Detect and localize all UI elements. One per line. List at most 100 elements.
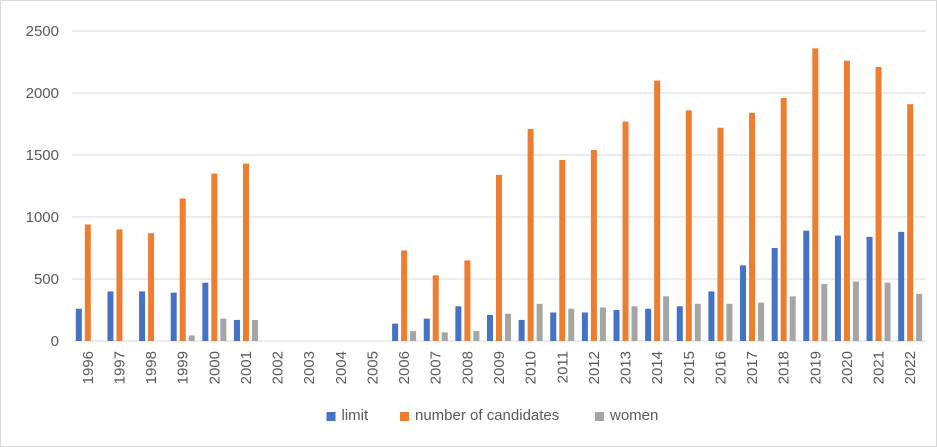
bar-number-of-candidates-2018 bbox=[780, 97, 787, 342]
bar-limit-2007 bbox=[423, 318, 430, 341]
bar-number-of-candidates-2014 bbox=[654, 80, 661, 341]
bar-number-of-candidates-2022 bbox=[907, 104, 914, 341]
bar-number-of-candidates-2007 bbox=[432, 275, 439, 341]
bar-number-of-candidates-1997 bbox=[116, 229, 123, 341]
x-tick-label: 2012 bbox=[586, 351, 603, 384]
x-tick-label: 2010 bbox=[523, 351, 540, 384]
x-tick-label: 2022 bbox=[902, 351, 919, 384]
bar-limit-2015 bbox=[676, 306, 683, 341]
x-tick-label: 2015 bbox=[681, 351, 698, 384]
bar-limit-2012 bbox=[581, 312, 588, 341]
bar-women-2011 bbox=[568, 308, 575, 341]
bar-number-of-candidates-2020 bbox=[843, 60, 850, 341]
bar-limit-2019 bbox=[803, 230, 810, 341]
bar-women-1999 bbox=[188, 335, 195, 341]
y-tick-label: 2500 bbox=[26, 23, 59, 40]
bar-women-2014 bbox=[663, 296, 670, 341]
legend-swatch-2 bbox=[595, 412, 604, 421]
legend-swatch-1 bbox=[400, 412, 409, 421]
bar-women-2016 bbox=[726, 303, 733, 341]
bar-women-2022 bbox=[916, 293, 923, 341]
bar-women-2019 bbox=[821, 283, 828, 341]
bar-women-2001 bbox=[251, 319, 258, 341]
x-tick-label: 1996 bbox=[80, 351, 97, 384]
bar-women-2006 bbox=[410, 331, 417, 341]
bar-women-2020 bbox=[852, 281, 859, 341]
y-tick-label: 2000 bbox=[26, 85, 59, 102]
legend-swatch-0 bbox=[326, 412, 336, 421]
x-tick-label: 1997 bbox=[111, 351, 128, 384]
x-tick-label: 2011 bbox=[554, 351, 571, 383]
x-tick-label: 2007 bbox=[428, 351, 445, 384]
bar-number-of-candidates-2006 bbox=[401, 250, 408, 341]
bar-number-of-candidates-1998 bbox=[148, 233, 155, 341]
y-tick-label: 0 bbox=[51, 333, 59, 350]
bar-limit-2022 bbox=[898, 231, 905, 341]
bar-number-of-candidates-2016 bbox=[717, 127, 724, 341]
bar-number-of-candidates-2013 bbox=[622, 121, 629, 342]
bar-number-of-candidates-2008 bbox=[464, 260, 471, 341]
bar-limit-2010 bbox=[518, 319, 525, 341]
bar-limit-2006 bbox=[392, 323, 399, 341]
x-tick-label: 2003 bbox=[301, 351, 318, 384]
x-tick-label: 2019 bbox=[807, 351, 824, 384]
bar-limit-2001 bbox=[233, 319, 240, 341]
bar-women-2000 bbox=[220, 318, 227, 341]
bar-limit-1999 bbox=[170, 292, 177, 341]
bar-women-2007 bbox=[441, 332, 448, 341]
bar-women-2012 bbox=[599, 307, 606, 341]
bar-number-of-candidates-2001 bbox=[242, 163, 249, 341]
bar-limit-2018 bbox=[771, 248, 778, 341]
bar-limit-2011 bbox=[550, 312, 557, 341]
bar-limit-2009 bbox=[487, 314, 493, 341]
x-tick-label: 2013 bbox=[618, 351, 635, 384]
bar-number-of-candidates-1999 bbox=[179, 198, 186, 341]
bar-women-2021 bbox=[884, 282, 891, 341]
x-tick-label: 1999 bbox=[175, 351, 192, 384]
x-tick-label: 2005 bbox=[364, 351, 381, 384]
bar-women-2008 bbox=[473, 331, 480, 341]
y-tick-label: 1500 bbox=[26, 147, 59, 164]
bar-women-2017 bbox=[758, 302, 765, 341]
bar-number-of-candidates-2017 bbox=[749, 112, 756, 341]
bar-number-of-candidates-2011 bbox=[559, 159, 566, 341]
bar-number-of-candidates-1996 bbox=[84, 224, 91, 341]
bar-limit-2021 bbox=[866, 236, 873, 341]
bar-number-of-candidates-2000 bbox=[211, 173, 218, 341]
x-tick-label: 2000 bbox=[206, 351, 223, 384]
legend-label: limit bbox=[342, 407, 369, 424]
bar-women-2010 bbox=[536, 303, 543, 341]
x-tick-label: 2004 bbox=[333, 351, 350, 384]
bar-limit-1996 bbox=[75, 308, 82, 341]
bar-number-of-candidates-2012 bbox=[590, 150, 597, 341]
bar-number-of-candidates-2010 bbox=[527, 128, 534, 341]
x-tick-label: 2017 bbox=[744, 351, 761, 384]
bar-number-of-candidates-2009 bbox=[496, 174, 502, 341]
x-tick-label: 2009 bbox=[491, 351, 508, 384]
bar-number-of-candidates-2015 bbox=[685, 110, 692, 341]
bar-limit-2020 bbox=[834, 235, 841, 341]
bar-limit-1998 bbox=[139, 291, 146, 341]
bar-women-2015 bbox=[694, 303, 701, 341]
x-tick-label: 2008 bbox=[459, 351, 476, 384]
bar-limit-2013 bbox=[613, 310, 620, 341]
legend-label: number of candidates bbox=[415, 407, 559, 424]
x-tick-label: 2016 bbox=[712, 351, 729, 384]
bar-limit-2014 bbox=[645, 308, 652, 341]
x-tick-label: 2020 bbox=[839, 351, 856, 384]
x-tick-label: 2018 bbox=[776, 351, 793, 384]
legend-label: women bbox=[609, 407, 658, 424]
x-tick-label: 2001 bbox=[238, 351, 255, 384]
y-tick-label: 1000 bbox=[26, 209, 59, 226]
x-tick-label: 2014 bbox=[649, 351, 666, 384]
x-tick-label: 1998 bbox=[143, 351, 160, 384]
bar-number-of-candidates-2019 bbox=[812, 48, 819, 342]
x-tick-label: 2002 bbox=[270, 351, 287, 384]
bar-limit-2017 bbox=[740, 265, 747, 341]
bar-number-of-candidates-2021 bbox=[875, 66, 882, 342]
bar-limit-2016 bbox=[708, 291, 715, 341]
bar-women-2013 bbox=[631, 306, 638, 341]
bar-limit-2008 bbox=[455, 306, 462, 341]
